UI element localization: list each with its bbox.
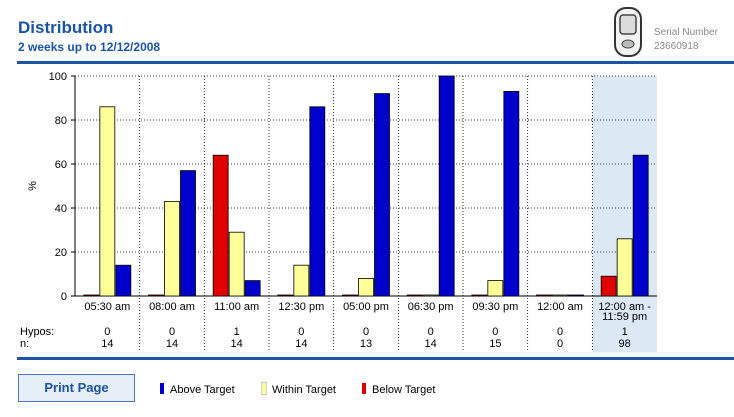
row-value: 0 [169,326,175,338]
date-range-subtitle: 2 weeks up to 12/12/2008 [18,40,161,54]
y-tick-label: 60 [55,159,67,171]
bar-above-target [374,93,390,297]
bar-below-target [471,294,488,297]
x-tick-label: 12:00 am -11:59 pm [598,301,651,323]
x-tick-label: 12:00 am [537,301,583,313]
y-tick-label: 100 [49,71,67,83]
bar-above-target [568,294,584,297]
row-value: 98 [619,338,631,350]
serial-number-value: 23660918 [654,41,699,52]
bar-above-target [503,90,520,297]
y-tick-label: 0 [61,291,67,303]
y-tick-label: 80 [55,115,67,127]
y-axis-label: % [27,181,39,191]
row-value: 0 [298,326,304,338]
legend-below-target: Below Target [362,383,435,396]
row-value: 14 [425,338,437,350]
row-value: 0 [492,326,498,338]
bar-below-target [277,294,294,297]
x-tick-label: 09:30 pm [472,301,518,313]
row-value: 0 [104,326,110,338]
legend-above-label: Above Target [170,384,235,396]
row-value: 0 [363,326,369,338]
legend-below-label: Below Target [372,384,436,396]
y-tick-label: 40 [55,203,67,215]
legend-within-swatch [261,382,267,395]
row-label: Hypos: [20,326,54,338]
row-value: 1 [234,326,240,338]
row-value: 0 [428,326,434,338]
legend-above-swatch [160,383,164,394]
bar-within-target [228,231,245,297]
bar-above-target [115,264,132,297]
row-value: 14 [231,338,243,350]
bar-below-target [212,154,229,297]
bar-above-target [244,280,261,297]
row-value: 14 [295,338,307,350]
legend-below-swatch [362,383,366,394]
bar-below-target [342,294,358,297]
serial-number-label: Serial Number [654,27,718,38]
bar-below-target [148,294,164,297]
x-tick-label: 05:30 am [84,301,130,313]
legend-within-label: Within Target [272,384,336,396]
page-title: Distribution [18,18,114,37]
bar-above-target [632,154,649,297]
x-tick-label: 12:30 pm [278,301,324,313]
print-page-button[interactable]: Print Page [18,374,135,402]
row-value: 1 [622,326,628,338]
header-divider [17,61,734,64]
bar-within-target [358,277,374,297]
row-label: n: [20,338,29,350]
row-value: 14 [166,338,178,350]
footer-divider [17,357,734,360]
bar-within-target [164,200,180,297]
row-value: 0 [557,326,563,338]
row-value: 13 [360,338,372,350]
y-tick-label: 20 [55,247,67,259]
bar-above-target [180,170,196,297]
legend-within-target: Within Target [261,382,336,396]
bar-within-target [487,280,504,297]
bar-above-target [438,75,455,297]
bar-within-target [616,238,633,297]
x-tick-label: 11:00 am [214,301,259,313]
bar-below-target [600,275,617,297]
x-tick-label: 06:30 pm [408,301,454,313]
bar-within-target [422,294,439,297]
bar-below-target [83,294,100,297]
bar-below-target [536,294,552,297]
row-value: 15 [489,338,501,350]
glucose-meter-icon [614,7,642,57]
bar-within-target [99,106,116,297]
legend-above-target: Above Target [160,383,235,396]
x-tick-label: 05:00 pm [343,301,389,313]
row-value: 0 [557,338,563,350]
bar-below-target [406,294,423,297]
row-value: 14 [101,338,113,350]
bar-within-target [293,264,310,297]
bar-within-target [552,294,568,297]
x-tick-label: 08:00 am [149,301,195,313]
bar-above-target [309,106,326,297]
